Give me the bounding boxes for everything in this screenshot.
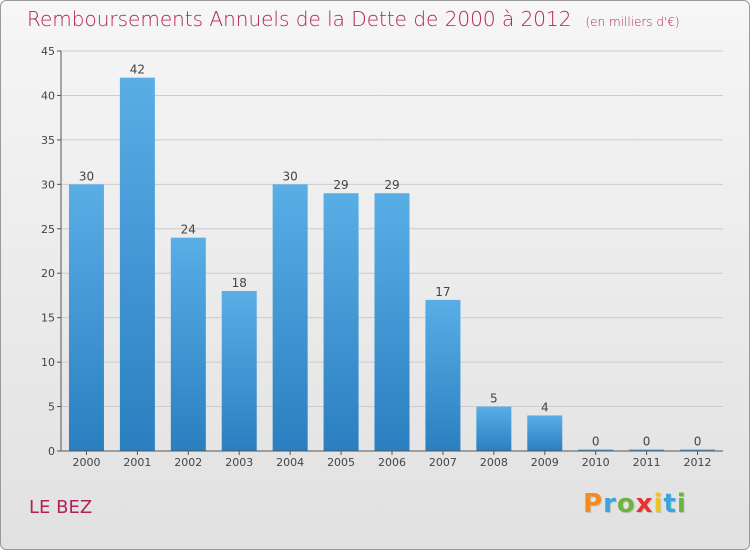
logo-letter: r <box>603 489 617 519</box>
y-tick-label: 20 <box>41 267 55 280</box>
y-tick-label: 40 <box>41 89 55 102</box>
bar-layer: 30 42 24 18 30 29 29 17 5 4 0 0 0 <box>68 63 716 452</box>
bar-2007 <box>425 299 461 451</box>
chart-title: Remboursements Annuels de la Dette de 20… <box>27 7 680 31</box>
x-tick-label-2008: 2008 <box>480 456 508 469</box>
data-label-2012: 0 <box>694 435 702 449</box>
bar-2008 <box>476 406 512 451</box>
logo-letter: t <box>663 489 677 519</box>
y-tick-label: 45 <box>41 45 55 58</box>
logo-letter: i <box>653 489 664 519</box>
logo-letter: i <box>676 489 687 519</box>
y-tick-label: 5 <box>48 401 55 414</box>
data-label-2009: 4 <box>541 400 549 414</box>
x-tick-label-2006: 2006 <box>378 456 406 469</box>
bar-2005 <box>323 193 359 451</box>
chart-subtitle: (en milliers d'€) <box>585 15 680 29</box>
data-label-2007: 17 <box>435 285 450 299</box>
data-label-2006: 29 <box>384 178 399 192</box>
bar-2011 <box>629 449 665 451</box>
x-tick-label-2009: 2009 <box>531 456 559 469</box>
chart-title-text: Remboursements Annuels de la Dette de 20… <box>27 7 572 31</box>
city-name: LE BEZ <box>29 497 93 518</box>
x-tick-label-2001: 2001 <box>123 456 151 469</box>
bar-2004 <box>272 184 308 452</box>
data-label-2005: 29 <box>333 178 348 192</box>
bar-2000 <box>68 184 104 452</box>
logo-letter: x <box>635 489 654 519</box>
data-label-2003: 18 <box>232 276 247 290</box>
x-tick-label-2007: 2007 <box>429 456 457 469</box>
x-tick-label-2005: 2005 <box>327 456 355 469</box>
data-label-2000: 30 <box>79 169 94 183</box>
x-tick-label-2000: 2000 <box>72 456 100 469</box>
proxiti-logo: Proxiti <box>583 489 687 519</box>
logo-letter: P <box>583 489 604 519</box>
bar-2006 <box>374 193 410 451</box>
data-label-2010: 0 <box>592 435 600 449</box>
bar-2009 <box>527 415 563 451</box>
bar-2003 <box>221 291 257 451</box>
y-tick-label: 10 <box>41 356 55 369</box>
y-tick-label: 15 <box>41 312 55 325</box>
x-tick-label-2012: 2012 <box>684 456 712 469</box>
data-label-2011: 0 <box>643 435 651 449</box>
x-tick-label-2011: 2011 <box>633 456 661 469</box>
data-label-2008: 5 <box>490 392 498 406</box>
data-label-2004: 30 <box>283 169 298 183</box>
x-tick-label-2004: 2004 <box>276 456 304 469</box>
x-tick-label-2002: 2002 <box>174 456 202 469</box>
y-tick-label: 35 <box>41 134 55 147</box>
bar-2002 <box>170 237 206 451</box>
y-tick-label: 25 <box>41 223 55 236</box>
bar-2012 <box>680 449 716 451</box>
data-label-2002: 24 <box>181 223 196 237</box>
y-tick-label: 0 <box>48 445 55 458</box>
x-tick-label-2003: 2003 <box>225 456 253 469</box>
x-tick-label-2010: 2010 <box>582 456 610 469</box>
bar-2001 <box>119 77 155 452</box>
data-label-2001: 42 <box>130 63 145 77</box>
bar-2010 <box>578 449 614 451</box>
logo-letter: o <box>616 489 636 519</box>
y-tick-label: 30 <box>41 178 55 191</box>
